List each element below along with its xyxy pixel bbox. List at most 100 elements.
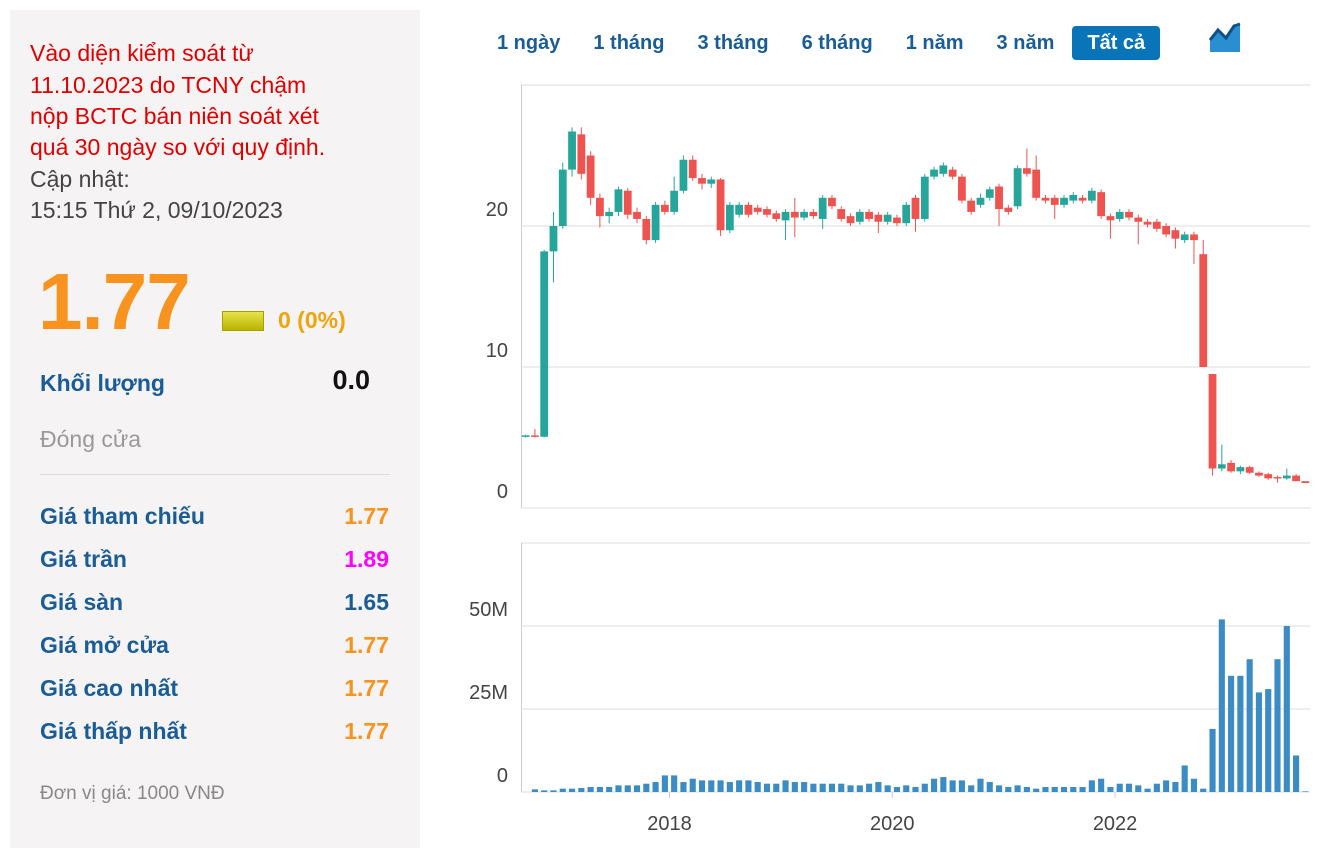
range-button[interactable]: 3 năm: [996, 32, 1055, 54]
range-button[interactable]: 1 tháng: [593, 32, 665, 54]
candle-body: [1264, 474, 1273, 479]
range-button[interactable]: 1 ngày: [497, 32, 561, 54]
candle-body: [1227, 462, 1235, 472]
range-button[interactable]: 3 tháng: [697, 32, 769, 54]
volume-bar: [1218, 619, 1225, 792]
candle-body: [725, 204, 734, 231]
candle-body: [1217, 464, 1226, 469]
volume-bar: [1163, 780, 1170, 792]
y-tick-label: 25M: [469, 682, 508, 704]
candle-body: [1134, 217, 1143, 222]
volume-bar: [624, 785, 631, 792]
candle-body: [1143, 221, 1152, 225]
candle-body: [1245, 467, 1254, 473]
candle-body: [1097, 192, 1106, 217]
candle-body: [828, 197, 836, 207]
candle-body: [809, 211, 818, 217]
volume-bar: [884, 785, 891, 792]
volume-bar: [1033, 788, 1040, 792]
volume-bar: [875, 782, 882, 792]
volume-bar: [810, 783, 817, 792]
row-value: 1.89: [344, 546, 389, 572]
range-button[interactable]: 6 tháng: [801, 32, 873, 54]
row-label: Giá thấp nhất: [40, 718, 187, 744]
candle-body: [1199, 254, 1208, 367]
candle-body: [531, 435, 539, 437]
candle-body: [1273, 476, 1282, 479]
volume-bar: [921, 783, 928, 792]
candle-body: [902, 204, 911, 224]
price: 1.77: [38, 257, 191, 346]
candle-body: [1125, 211, 1133, 218]
volume-bar: [1283, 626, 1290, 792]
volume-bar: [940, 777, 947, 792]
notice-line: quá 30 ngày so với quy định.: [30, 134, 326, 160]
change: 0 (0%): [278, 307, 346, 333]
volume-bar: [736, 780, 743, 792]
volume-bar: [1237, 675, 1244, 792]
row-value: 1.77: [344, 503, 389, 529]
range-button[interactable]: Tất cả: [1072, 26, 1161, 60]
volume-bar: [1200, 788, 1207, 792]
volume-bar: [671, 775, 678, 792]
volume-bar: [1023, 787, 1030, 792]
range-button[interactable]: 1 năm: [905, 32, 964, 54]
volume-bar: [1098, 778, 1105, 792]
row-label: Giá sàn: [40, 589, 124, 615]
candle-body: [781, 211, 790, 221]
chart-type-icon[interactable]: [1209, 22, 1241, 54]
volume-bar: [1135, 785, 1142, 792]
volume-bar: [782, 780, 789, 792]
volume-bar: [931, 778, 938, 792]
candle-body: [568, 131, 576, 170]
x-tick-label: 2018: [647, 813, 692, 835]
separator: [40, 474, 390, 475]
candle-body: [790, 211, 799, 218]
volume-bar: [1274, 659, 1281, 792]
candle-body: [967, 200, 976, 212]
candle-body: [1078, 197, 1087, 201]
volume-bar: [1265, 689, 1272, 792]
candle-body: [920, 176, 929, 219]
volume-bar: [680, 782, 687, 792]
volume-bar: [847, 785, 854, 792]
candle-body: [1032, 169, 1041, 198]
y-tick-label: 20: [486, 199, 508, 221]
candle-body: [586, 155, 595, 198]
volume-bar: [1181, 765, 1188, 792]
volume-bar: [541, 790, 548, 792]
volume-bar: [531, 789, 538, 792]
candle-body: [744, 204, 753, 215]
volume-bar: [856, 785, 863, 792]
volume-bar: [717, 780, 724, 792]
volume-bar: [801, 782, 808, 792]
candle-body: [911, 197, 920, 219]
candle-body: [958, 176, 966, 201]
updated-time: 15:15 Thứ 2, 09/10/2023: [30, 197, 283, 223]
volume-bar: [1060, 787, 1068, 792]
candle-body: [670, 190, 679, 212]
volume-bar: [1088, 780, 1095, 792]
candle-body: [1050, 197, 1059, 205]
volume-bar: [652, 782, 659, 792]
candle-body: [948, 169, 957, 177]
candle-body: [605, 211, 614, 217]
candle-body: [688, 159, 697, 179]
candle-body: [976, 197, 985, 205]
row-label: Giá tham chiếu: [40, 503, 205, 529]
y-tick-label: 0: [497, 765, 508, 787]
y-tick-label: 50M: [469, 599, 508, 621]
volume-bar: [587, 787, 594, 792]
volume-bar: [606, 787, 613, 792]
volume-bar: [643, 783, 650, 792]
volume-label: Khối lượng: [40, 370, 165, 396]
candle-body: [1060, 197, 1068, 205]
candle-body: [633, 211, 641, 219]
volume-bar: [819, 783, 826, 792]
volume-bar: [661, 775, 668, 792]
candle-body: [623, 190, 632, 215]
candle-body: [651, 204, 660, 241]
row-value: 1.77: [344, 718, 389, 744]
candle-body: [1301, 481, 1310, 484]
candle-body: [1069, 194, 1078, 201]
